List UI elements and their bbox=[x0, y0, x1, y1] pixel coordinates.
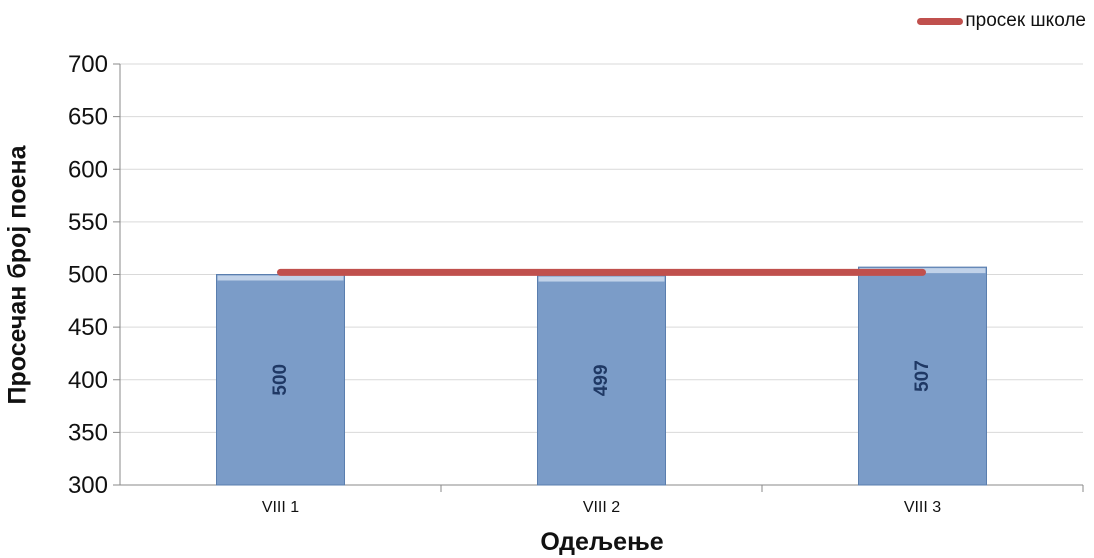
y-axis-title: Просечан број поена bbox=[3, 145, 32, 405]
y-tick-label: 450 bbox=[68, 314, 108, 341]
legend: просек школе bbox=[917, 10, 1086, 32]
y-tick-label: 600 bbox=[68, 156, 108, 183]
bar bbox=[858, 266, 987, 486]
bar bbox=[216, 274, 345, 486]
bar bbox=[537, 275, 666, 486]
legend-label: просек школе bbox=[965, 10, 1086, 31]
x-axis-title: Одељење bbox=[540, 528, 664, 556]
x-tick-label: VIII 1 bbox=[262, 499, 299, 516]
y-tick-label: 300 bbox=[68, 472, 108, 499]
y-tick-label: 550 bbox=[68, 209, 108, 236]
y-tick-label: 400 bbox=[68, 367, 108, 394]
data-label: 500 bbox=[270, 364, 291, 396]
bar-highlight bbox=[538, 276, 665, 282]
bar-highlight bbox=[217, 275, 344, 281]
y-tick-label: 700 bbox=[68, 51, 108, 78]
y-tick-label: 350 bbox=[68, 419, 108, 446]
x-tick-label: VIII 2 bbox=[583, 499, 620, 516]
legend-line-swatch bbox=[917, 17, 964, 25]
x-tick-label: VIII 3 bbox=[904, 499, 941, 516]
data-label: 507 bbox=[912, 360, 933, 392]
y-tick-label: 650 bbox=[68, 104, 108, 131]
data-label: 499 bbox=[591, 364, 612, 396]
y-tick-label: 500 bbox=[68, 262, 108, 289]
